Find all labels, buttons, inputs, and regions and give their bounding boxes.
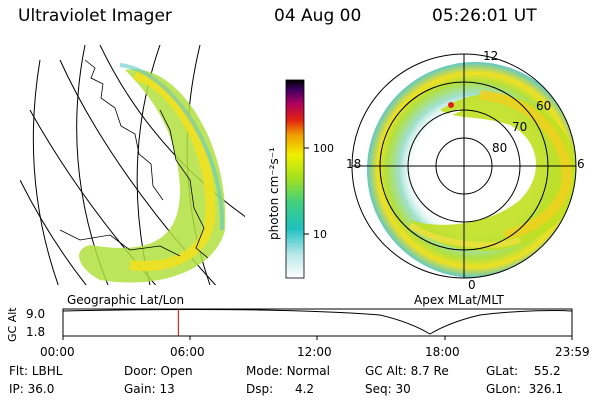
ytick-1-8: 1.8 xyxy=(26,325,45,339)
timeline-ylabel: GC Alt xyxy=(6,307,19,342)
colorbar-tick-100: 100 xyxy=(313,142,334,155)
map-label: Geographic Lat/Lon xyxy=(67,293,184,307)
info-seq: Seq: 30 xyxy=(365,382,411,396)
colorbar-unit: photon cm⁻²s⁻¹ xyxy=(267,147,281,240)
app-title: Ultraviolet Imager xyxy=(18,6,172,26)
info-glat: GLat: 55.2 xyxy=(486,364,561,378)
image-time: 05:26:01 UT xyxy=(432,6,537,26)
lat-label-80: 80 xyxy=(492,141,507,155)
polar-map: 12 18 6 0 60 70 80 xyxy=(346,49,585,292)
mlt-label-0: 0 xyxy=(468,278,476,292)
info-filter: Flt: LBHL xyxy=(9,364,63,378)
polar-label: Apex MLat/MLT xyxy=(414,293,504,307)
mlt-label-18: 18 xyxy=(346,157,361,171)
lat-label-70: 70 xyxy=(512,120,527,134)
info-dsp: Dsp: 4.2 xyxy=(246,382,315,396)
colorbar: 100 10 photon cm⁻²s⁻¹ xyxy=(267,79,334,279)
info-glon: GLon: 326.1 xyxy=(486,382,563,396)
image-date: 04 Aug 00 xyxy=(274,6,362,26)
colorbar-tick-10: 10 xyxy=(313,228,327,241)
xtick-0000: 00:00 xyxy=(40,345,75,359)
xtick-2359: 23:59 xyxy=(555,345,590,359)
info-gain: Gain: 13 xyxy=(124,382,175,396)
xtick-0600: 06:00 xyxy=(170,345,205,359)
xtick-1800: 18:00 xyxy=(425,345,460,359)
info-mode: Mode: Normal xyxy=(246,364,330,378)
lat-label-60: 60 xyxy=(536,99,551,113)
ytick-9: 9.0 xyxy=(26,307,45,321)
info-door: Door: Open xyxy=(124,364,193,378)
mlt-label-6: 6 xyxy=(577,157,585,171)
xtick-1200: 12:00 xyxy=(297,345,332,359)
mlt-label-12: 12 xyxy=(483,49,498,63)
info-gcalt: GC Alt: 8.7 Re xyxy=(365,364,449,378)
timeline: GC Alt 9.0 1.8 00:00 06:00 12:00 18:00 2… xyxy=(6,307,590,359)
altitude-curve xyxy=(62,308,573,335)
geographic-map xyxy=(20,45,245,285)
info-ip: IP: 36.0 xyxy=(9,382,55,396)
